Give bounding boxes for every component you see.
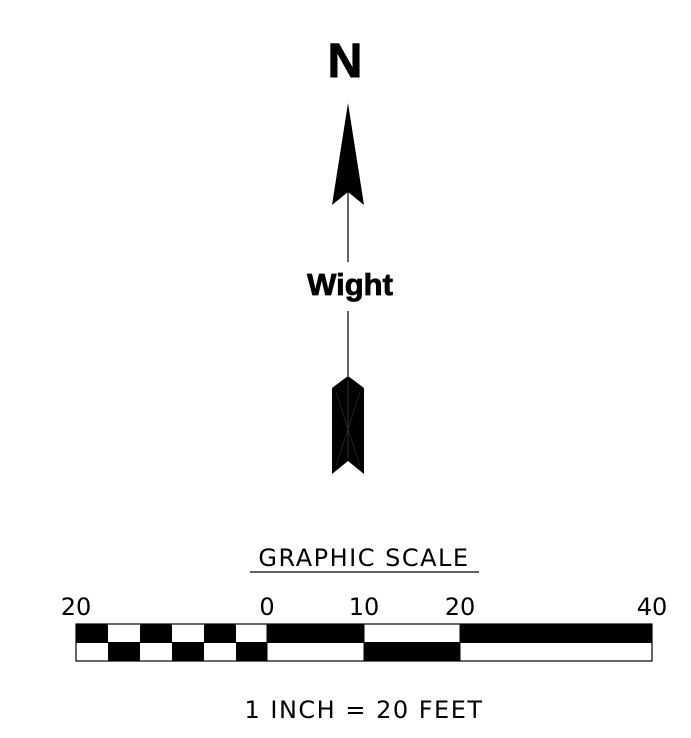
scale-segment bbox=[172, 642, 204, 661]
scale-segment bbox=[460, 624, 652, 643]
scale-tick-label: 20 bbox=[61, 593, 92, 621]
scale-tick-label: 20 bbox=[445, 593, 476, 621]
scale-segment bbox=[267, 624, 364, 643]
arrow-head bbox=[332, 103, 364, 205]
tail-detail-line bbox=[335, 391, 361, 467]
scale-segment bbox=[236, 642, 267, 661]
scale-tick-label: 10 bbox=[349, 593, 380, 621]
scale-segment bbox=[108, 642, 140, 661]
scale-segment bbox=[76, 624, 108, 643]
north-arrow-icon bbox=[332, 103, 364, 474]
scale-bar bbox=[75, 623, 653, 662]
scale-tick-label: 40 bbox=[637, 593, 668, 621]
scale-segment bbox=[140, 624, 172, 643]
scale-ratio-text: 1 INCH = 20 FEET bbox=[244, 696, 483, 724]
scale-tick-label: 0 bbox=[259, 593, 274, 621]
scale-segment bbox=[364, 642, 460, 661]
north-letter: N bbox=[328, 35, 363, 88]
scale-segment bbox=[204, 624, 236, 643]
north-arrow-label: Wight bbox=[307, 267, 393, 302]
scale-title: GRAPHIC SCALE bbox=[258, 544, 469, 572]
